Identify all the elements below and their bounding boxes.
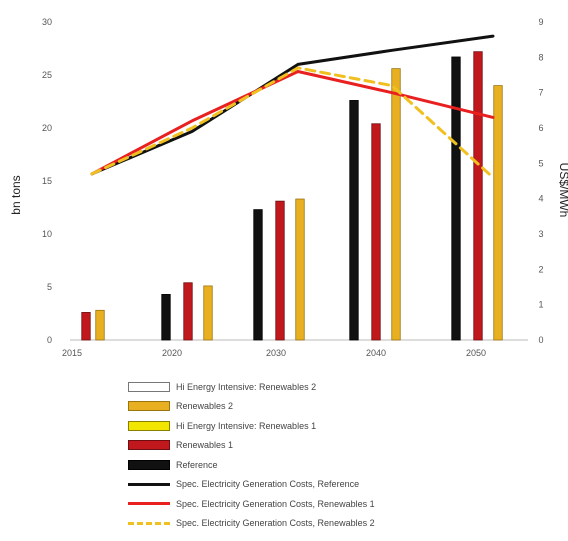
bar-renewables-2-2020: [203, 285, 213, 341]
chart: 0 5 10 15 20 25 30 0 1 2 3 4 5 6 7 8 9 2015 2020 2030 2040 20…: [9, 17, 568, 358]
y-tick-label: 15: [42, 176, 52, 186]
legend-swatch: [128, 502, 170, 506]
legend-item: Hi Energy Intensive: Renewables 2: [128, 377, 558, 397]
x-tick-label: 2040: [366, 348, 386, 358]
y2-axis-title: US$/MWh: [557, 163, 568, 218]
y2-tick-label: 6: [538, 123, 543, 133]
legend-swatch: [128, 440, 170, 451]
chart-axes: 0 5 10 15 20 25 30 0 1 2 3 4 5 6 7 8 9 2015 2020 2030 2040 20…: [9, 17, 568, 358]
bar-renewables-1-2050: [473, 51, 483, 341]
y2-tick-label: 7: [538, 88, 543, 98]
y-tick-label: 10: [42, 229, 52, 239]
legend-label: Hi Energy Intensive: Renewables 1: [176, 420, 317, 431]
chart-lines: [90, 34, 495, 179]
legend-swatch: [128, 401, 170, 412]
bar-renewables-1-2020: [183, 282, 193, 341]
legend-item: Renewables 2: [128, 397, 558, 417]
legend-item: Spec. Electricity Generation Costs, Rene…: [128, 514, 558, 534]
legend-item: Hi Energy Intensive: Renewables 1: [128, 416, 558, 436]
bar-reference-2030: [253, 209, 263, 341]
legend-label: Spec. Electricity Generation Costs, Refe…: [176, 479, 360, 490]
bar-renewables-1-2040: [371, 123, 381, 341]
y2-tick-label: 2: [538, 264, 543, 274]
bar-reference-2040: [349, 100, 359, 341]
legend-swatch: [128, 521, 170, 525]
legend-item: Spec. Electricity Generation Costs, Refe…: [128, 475, 558, 495]
legend-swatch: [128, 482, 170, 486]
bar-renewables-2-2040: [391, 68, 401, 341]
line-spec-electricity-generation-costs-renewables-2: [90, 66, 495, 179]
legend-label: Reference: [176, 459, 218, 470]
y-axis-title: bn tons: [9, 175, 23, 214]
y-tick-label: 25: [42, 70, 52, 80]
chart-legend: Hi Energy Intensive: Renewables 2 Renewab…: [128, 377, 558, 533]
bar-renewables-2-2030: [295, 198, 305, 341]
legend-label: Renewables 2: [176, 401, 234, 412]
legend-swatch: [128, 459, 170, 470]
y2-tick-label: 3: [538, 229, 543, 239]
x-tick-label: 2030: [266, 348, 286, 358]
legend-label: Hi Energy Intensive: Renewables 2: [176, 381, 317, 392]
bar-renewables-1-2030: [275, 200, 285, 341]
y2-tick-label: 0: [538, 335, 543, 345]
y-tick-label: 0: [47, 335, 52, 345]
x-tick-label: 2015: [62, 348, 82, 358]
x-tick-label: 2020: [162, 348, 182, 358]
legend-label: Renewables 1: [176, 440, 234, 451]
y-tick-label: 20: [42, 123, 52, 133]
y-tick-label: 5: [47, 282, 52, 292]
x-tick-label: 2050: [466, 348, 486, 358]
y-tick-label: 30: [42, 17, 52, 27]
bar-renewables-2-2050: [493, 85, 503, 341]
chart-bars: [81, 51, 503, 341]
line-spec-electricity-generation-costs-reference: [90, 34, 495, 176]
bar-renewables-1-2015: [81, 312, 91, 341]
y2-tick-label: 1: [538, 300, 543, 310]
legend-label: Spec. Electricity Generation Costs, Rene…: [176, 498, 375, 509]
legend-swatch: [128, 381, 170, 392]
y2-tick-label: 4: [538, 194, 543, 204]
y2-tick-label: 5: [538, 158, 543, 168]
y2-tick-label: 9: [538, 17, 543, 27]
legend-label: Spec. Electricity Generation Costs, Rene…: [176, 518, 375, 529]
bar-renewables-2-2015: [95, 309, 105, 341]
legend-item: Spec. Electricity Generation Costs, Rene…: [128, 494, 558, 514]
legend-item: Renewables 1: [128, 436, 558, 456]
y2-tick-label: 8: [538, 52, 543, 62]
legend-item: Reference: [128, 455, 558, 475]
legend-swatch: [128, 420, 170, 431]
line-spec-electricity-generation-costs-renewables-1: [90, 70, 495, 176]
bar-reference-2020: [161, 294, 171, 341]
bar-reference-2050: [451, 56, 461, 341]
